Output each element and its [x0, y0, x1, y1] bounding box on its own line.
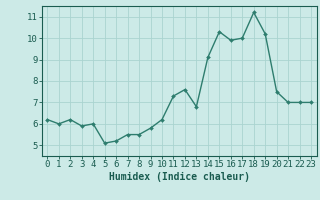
X-axis label: Humidex (Indice chaleur): Humidex (Indice chaleur): [109, 172, 250, 182]
